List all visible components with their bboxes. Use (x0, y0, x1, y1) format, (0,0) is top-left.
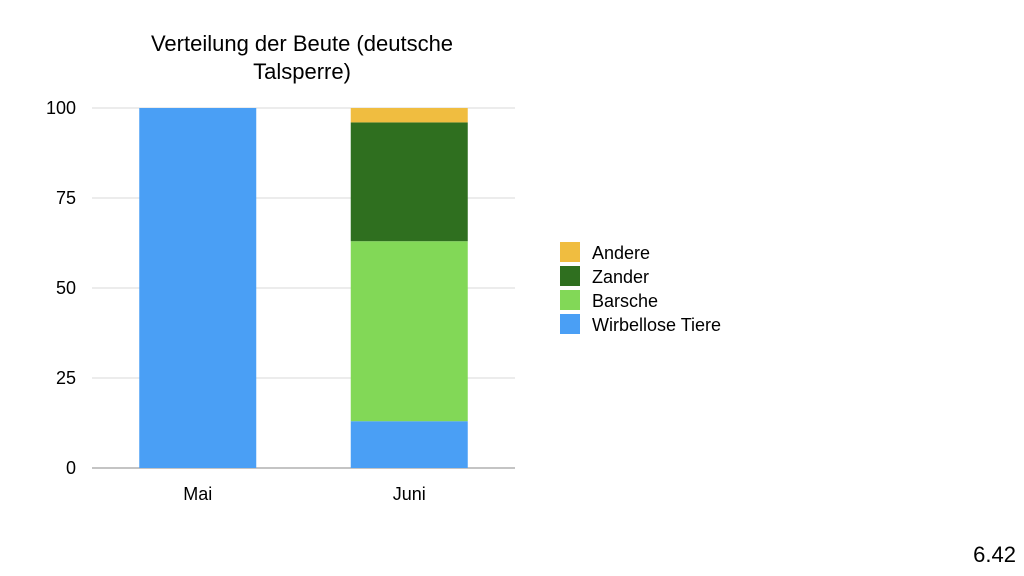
x-axis-ticks: Mai Juni (183, 484, 426, 504)
legend: Andere Zander Barsche Wirbellose Tiere (560, 242, 721, 335)
y-tick-label: 50 (56, 278, 76, 298)
bar-segment (350, 241, 468, 422)
bar-segment (350, 421, 468, 468)
legend-label: Barsche (592, 291, 658, 311)
y-tick-label: 0 (66, 458, 76, 478)
bar-segment (350, 108, 468, 123)
chart-title-line: Verteilung der Beute (deutsche (151, 31, 453, 56)
x-tick-label: Juni (393, 484, 426, 504)
bar-segment (139, 108, 257, 468)
legend-swatch (560, 290, 580, 310)
slide-number: 6.42 (973, 542, 1016, 567)
legend-swatch (560, 314, 580, 334)
y-tick-label: 75 (56, 188, 76, 208)
chart-title: Verteilung der Beute (deutsche Talsperre) (151, 31, 453, 84)
legend-label: Andere (592, 243, 650, 263)
chart-title-line: Talsperre) (253, 59, 351, 84)
legend-label: Zander (592, 267, 649, 287)
y-tick-label: 25 (56, 368, 76, 388)
x-tick-label: Mai (183, 484, 212, 504)
legend-label: Wirbellose Tiere (592, 315, 721, 335)
y-axis-ticks: 0 25 50 75 100 (46, 98, 76, 478)
legend-swatch (560, 266, 580, 286)
legend-swatch (560, 242, 580, 262)
bars (139, 108, 468, 468)
y-tick-label: 100 (46, 98, 76, 118)
bar-segment (350, 122, 468, 242)
